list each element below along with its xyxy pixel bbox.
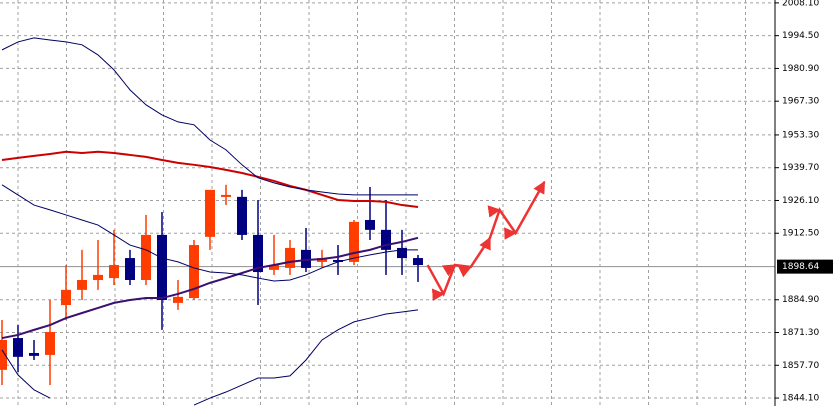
y-tick-label: 1912.50 [782, 229, 819, 239]
y-tick-label: 1857.70 [782, 361, 819, 371]
candle-body [157, 234, 167, 300]
indicator-line [1, 309, 419, 406]
candle-body [381, 229, 391, 250]
candle-body [253, 234, 263, 273]
y-tick-label: 1967.30 [782, 97, 819, 107]
candle-body [45, 332, 55, 355]
candle-body [397, 247, 407, 259]
indicator-line [1, 37, 418, 196]
candle-body [13, 338, 23, 357]
candle-body [285, 247, 295, 268]
candle-body [189, 245, 199, 299]
indicator-line [1, 150, 419, 208]
candle-body [269, 265, 279, 270]
candle-body [173, 296, 183, 303]
candle-body [413, 258, 423, 266]
candle-body [0, 339, 7, 370]
candle-body [365, 219, 375, 230]
current-price-label: 1898.64 [782, 262, 819, 272]
candle-body [109, 265, 119, 279]
indicator-line [1, 184, 418, 282]
y-tick-label: 1926.10 [782, 196, 819, 206]
forecast-arrows [426, 180, 546, 301]
price-label-box [777, 259, 833, 274]
candle-body [77, 279, 87, 290]
candle-body [333, 259, 343, 262]
candle-body [205, 189, 215, 237]
candle-body [61, 289, 71, 306]
y-tick-label: 1994.50 [782, 31, 819, 41]
y-tick-label: 2008.10 [782, 0, 819, 8]
candle-body [141, 234, 151, 280]
candle-body [349, 221, 359, 262]
y-tick-label: 1939.70 [782, 163, 819, 173]
y-tick-label: 1871.30 [782, 328, 819, 338]
candle-body [29, 352, 39, 356]
y-tick-label: 1980.90 [782, 64, 819, 74]
y-tick-label: 1884.90 [782, 295, 819, 305]
y-tick-label: 1844.10 [782, 394, 819, 404]
candle-body [93, 274, 103, 280]
candle-body [125, 258, 135, 280]
indicator-line [1, 236, 419, 340]
candle-body [221, 194, 231, 197]
candle-body [237, 196, 247, 235]
y-tick-label: 1953.30 [782, 130, 819, 140]
candle-body [301, 249, 311, 268]
